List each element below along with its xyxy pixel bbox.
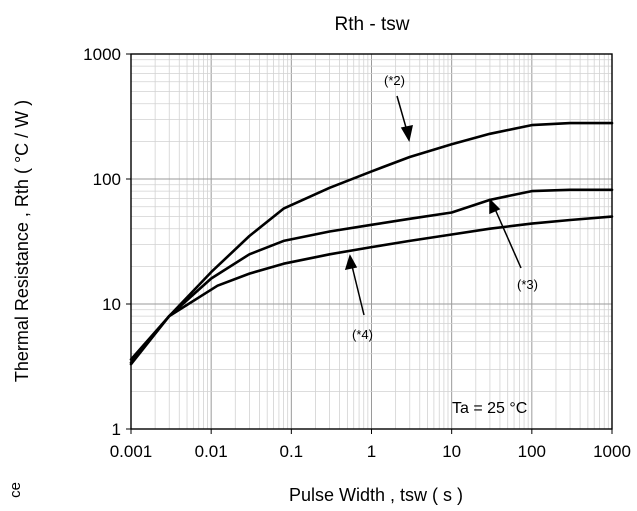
x-tick-label: 0.1	[280, 442, 304, 461]
x-tick-labels: 0.001 0.01 0.1 1 10 100 1000	[110, 429, 631, 461]
series-line-4	[129, 215, 614, 366]
arrow-2	[396, 95, 408, 132]
arrow-4-head	[344, 254, 358, 270]
series-line-2	[129, 121, 614, 361]
arrow-4	[351, 265, 365, 316]
annotation-label-4: (*4)	[352, 327, 373, 342]
condition-label: Ta = 25 °C	[452, 400, 527, 417]
x-tick-label: 1	[367, 442, 376, 461]
x-tick-label: 0.01	[195, 442, 228, 461]
y-tick-label: 1	[112, 420, 121, 439]
series-lines	[129, 121, 614, 366]
y-axis-title: Thermal Resistance , Rth ( °C / W )	[12, 100, 32, 382]
x-tick-label: 1000	[593, 442, 631, 461]
series-line-3	[129, 188, 614, 364]
chart-title: Rth - tsw	[335, 14, 410, 35]
gridlines	[130, 54, 612, 430]
annotation-arrows	[344, 95, 522, 316]
arrow-3-head	[489, 198, 501, 215]
annotation-label-3: (*3)	[517, 277, 538, 292]
y-tick-label: 10	[102, 295, 121, 314]
arrow-3	[494, 208, 522, 269]
y-tick-label: 1000	[83, 45, 121, 64]
arrow-2-head	[400, 125, 413, 143]
edge-fragment-text: ce	[7, 482, 24, 498]
x-tick-label: 10	[442, 442, 461, 461]
x-tick-label: 100	[518, 442, 546, 461]
annotation-label-2: (*2)	[384, 73, 405, 88]
x-tick-label: 0.001	[110, 442, 153, 461]
y-tick-label: 100	[93, 170, 121, 189]
x-axis-title: Pulse Width , tsw ( s )	[289, 485, 463, 505]
y-tick-labels: 1 10 100 1000	[83, 45, 131, 439]
